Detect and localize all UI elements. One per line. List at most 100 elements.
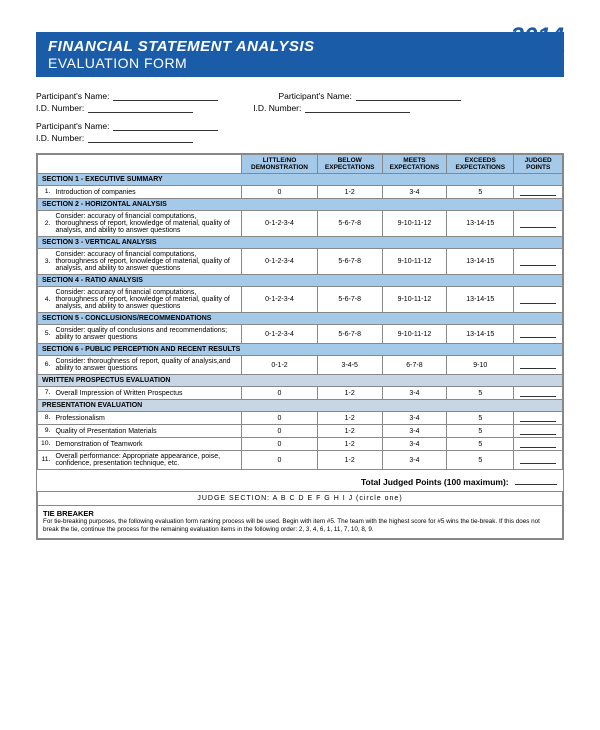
- id-number-label-2: I.D. Number:: [253, 103, 301, 113]
- judged-points-cell[interactable]: [514, 425, 563, 438]
- participant-name-line-3[interactable]: [113, 121, 218, 131]
- score-cell[interactable]: 13-14-15: [447, 249, 514, 275]
- judged-points-line[interactable]: [520, 389, 556, 397]
- judged-points-line[interactable]: [520, 456, 556, 464]
- score-cell[interactable]: 0: [242, 412, 317, 425]
- table-row: 3.Consider: accuracy of financial comput…: [38, 249, 563, 275]
- score-cell[interactable]: 3-4-5: [317, 356, 382, 375]
- col-littleno: LITTLE/NO DEMONSTRATION: [242, 155, 317, 174]
- judged-points-line[interactable]: [520, 440, 556, 448]
- participant-name-line-2[interactable]: [356, 91, 461, 101]
- score-cell[interactable]: 0-1-2-3-4: [242, 211, 317, 237]
- id-number-line-2[interactable]: [305, 103, 410, 113]
- score-cell[interactable]: 3-4: [382, 387, 446, 400]
- score-cell[interactable]: 3-4: [382, 451, 446, 470]
- row-number: 11.: [38, 451, 54, 470]
- score-cell[interactable]: 5-6-7-8: [317, 287, 382, 313]
- judged-points-line[interactable]: [520, 361, 556, 369]
- score-cell[interactable]: 0-1-2-3-4: [242, 249, 317, 275]
- score-cell[interactable]: 5-6-7-8: [317, 211, 382, 237]
- judged-points-cell[interactable]: [514, 438, 563, 451]
- score-cell[interactable]: 5: [447, 451, 514, 470]
- id-number-line-3[interactable]: [88, 133, 193, 143]
- score-cell[interactable]: 3-4: [382, 186, 446, 199]
- row-number: 7.: [38, 387, 54, 400]
- participant-name-label-2: Participant's Name:: [278, 91, 351, 101]
- table-row: 7.Overall Impression of Written Prospect…: [38, 387, 563, 400]
- judged-points-line[interactable]: [520, 414, 556, 422]
- score-cell[interactable]: 9-10-11-12: [382, 287, 446, 313]
- score-cell[interactable]: 9-10-11-12: [382, 325, 446, 344]
- score-cell[interactable]: 9-10: [447, 356, 514, 375]
- participant-name-label-3: Participant's Name:: [36, 121, 109, 131]
- score-cell[interactable]: 1-2: [317, 387, 382, 400]
- judged-points-cell[interactable]: [514, 356, 563, 375]
- score-cell[interactable]: 5-6-7-8: [317, 325, 382, 344]
- score-cell[interactable]: 1-2: [317, 425, 382, 438]
- score-cell[interactable]: 1-2: [317, 186, 382, 199]
- judged-points-cell[interactable]: [514, 249, 563, 275]
- score-cell[interactable]: 0: [242, 387, 317, 400]
- judged-points-cell[interactable]: [514, 186, 563, 199]
- score-cell[interactable]: 5: [447, 186, 514, 199]
- judged-points-cell[interactable]: [514, 325, 563, 344]
- judged-points-line[interactable]: [520, 220, 556, 228]
- row-desc: Demonstration of Teamwork: [53, 438, 241, 451]
- score-cell[interactable]: 3-4: [382, 425, 446, 438]
- id-number-line[interactable]: [88, 103, 193, 113]
- score-cell[interactable]: 13-14-15: [447, 287, 514, 313]
- col-exceeds: EXCEEDS EXPECTATIONS: [447, 155, 514, 174]
- score-cell[interactable]: 5: [447, 387, 514, 400]
- judged-points-cell[interactable]: [514, 211, 563, 237]
- judged-points-cell[interactable]: [514, 387, 563, 400]
- participants-block: Participant's Name: Participant's Name: …: [36, 91, 564, 143]
- score-cell[interactable]: 5: [447, 438, 514, 451]
- score-cell[interactable]: 1-2: [317, 451, 382, 470]
- judged-points-cell[interactable]: [514, 412, 563, 425]
- total-points-line[interactable]: [515, 476, 557, 485]
- score-cell[interactable]: 0: [242, 425, 317, 438]
- table-row: 9.Quality of Presentation Materials01-23…: [38, 425, 563, 438]
- score-cell[interactable]: 0-1-2: [242, 356, 317, 375]
- section-row: SECTION 2 - HORIZONTAL ANALYSIS: [38, 199, 563, 211]
- score-cell[interactable]: 3-4: [382, 438, 446, 451]
- section-row: SECTION 6 - PUBLIC PERCEPTION AND RECENT…: [38, 344, 563, 356]
- row-desc: Consider: quality of conclusions and rec…: [53, 325, 241, 344]
- judged-points-cell[interactable]: [514, 287, 563, 313]
- col-meets: MEETS EXPECTATIONS: [382, 155, 446, 174]
- score-cell[interactable]: 5: [447, 412, 514, 425]
- tie-breaker-body: For tie-breaking purposes, the following…: [43, 518, 557, 533]
- participant-name-label: Participant's Name:: [36, 91, 109, 101]
- judged-points-line[interactable]: [520, 258, 556, 266]
- judged-points-cell[interactable]: [514, 451, 563, 470]
- section-label: SECTION 6 - PUBLIC PERCEPTION AND RECENT…: [38, 344, 563, 356]
- participant-name-line[interactable]: [113, 91, 218, 101]
- score-cell[interactable]: 9-10-11-12: [382, 249, 446, 275]
- score-cell[interactable]: 0: [242, 451, 317, 470]
- subsection-label: WRITTEN PROSPECTUS EVALUATION: [38, 375, 563, 387]
- judged-points-line[interactable]: [520, 188, 556, 196]
- table-row: 10.Demonstration of Teamwork01-23-45: [38, 438, 563, 451]
- judged-points-line[interactable]: [520, 427, 556, 435]
- score-cell[interactable]: 5: [447, 425, 514, 438]
- judged-points-line[interactable]: [520, 330, 556, 338]
- score-cell[interactable]: 0: [242, 438, 317, 451]
- tie-breaker-box: TIE BREAKER For tie-breaking purposes, t…: [37, 506, 563, 539]
- score-cell[interactable]: 3-4: [382, 412, 446, 425]
- score-cell[interactable]: 9-10-11-12: [382, 211, 446, 237]
- table-row: 11.Overall performance: Appropriate appe…: [38, 451, 563, 470]
- judged-points-line[interactable]: [520, 296, 556, 304]
- score-cell[interactable]: 0-1-2-3-4: [242, 287, 317, 313]
- row-desc: Professionalism: [53, 412, 241, 425]
- id-number-label-3: I.D. Number:: [36, 133, 84, 143]
- score-cell[interactable]: 13-14-15: [447, 211, 514, 237]
- section-label: SECTION 2 - HORIZONTAL ANALYSIS: [38, 199, 563, 211]
- score-cell[interactable]: 5-6-7-8: [317, 249, 382, 275]
- score-cell[interactable]: 6-7-8: [382, 356, 446, 375]
- score-cell[interactable]: 13-14-15: [447, 325, 514, 344]
- score-cell[interactable]: 0: [242, 186, 317, 199]
- score-cell[interactable]: 1-2: [317, 438, 382, 451]
- score-cell[interactable]: 0-1-2-3-4: [242, 325, 317, 344]
- form-title-2: EVALUATION FORM: [48, 55, 552, 71]
- score-cell[interactable]: 1-2: [317, 412, 382, 425]
